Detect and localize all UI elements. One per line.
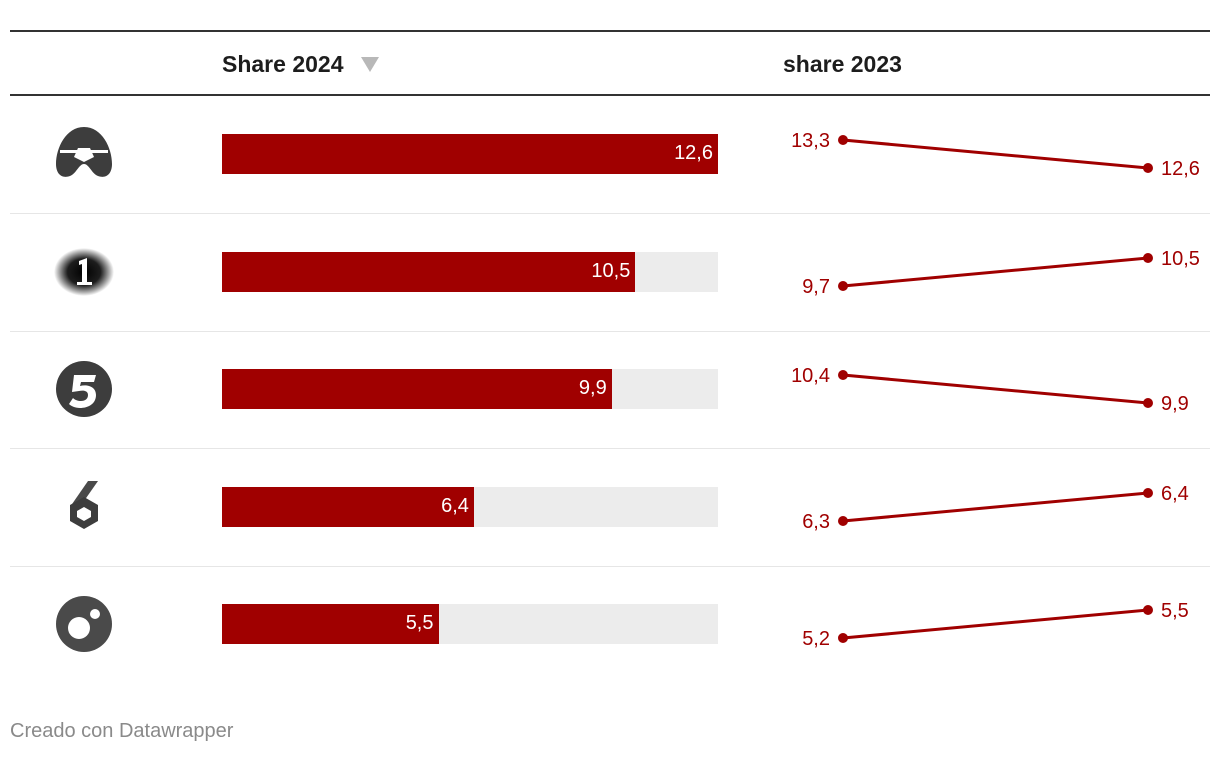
slope-label-2023: 13,3 (791, 130, 830, 152)
bar-share-2024: 10,5 (222, 252, 636, 292)
column-header-share-2023[interactable]: share 2023 (783, 51, 902, 77)
table-row: 6,4 (10, 449, 1210, 567)
bar-share-2024: 9,9 (222, 369, 612, 409)
cuatro-logo-icon (56, 596, 112, 652)
slope-point-2023 (838, 281, 848, 291)
bar-share-2024: 6,4 (222, 487, 474, 527)
datawrapper-credit[interactable]: Creado con Datawrapper (10, 720, 234, 742)
slope-label-2023: 6,3 (802, 511, 830, 533)
table-row: 12,6 (10, 96, 1210, 214)
slope-label-2024: 6,4 (1161, 483, 1189, 505)
slope-label-2023: 9,7 (802, 276, 830, 298)
slope-point-2023 (838, 135, 848, 145)
bar-value-label: 5,5 (405, 612, 434, 634)
top-rule (10, 30, 1210, 32)
bar-value-label: 10,5 (591, 260, 631, 282)
table-row: 10,5 (10, 214, 1210, 332)
table-row: 9,9 (10, 331, 1210, 449)
slope-point-2024 (1143, 163, 1153, 173)
header-rule (10, 94, 1210, 96)
bar-value-label: 6,4 (441, 495, 469, 517)
column-header-share-2024[interactable]: Share 2024 (222, 51, 344, 77)
table-header: Share 2024 share 2023 (10, 32, 1210, 94)
sort-descending-icon[interactable] (361, 57, 379, 72)
bar-track: 10,5 (222, 252, 718, 292)
table-row: 5,5 (10, 566, 1210, 683)
slope-point-2024 (1143, 253, 1153, 263)
slope-line (842, 138, 1149, 170)
la-1-logo-icon (54, 248, 114, 296)
slope-point-2023 (838, 633, 848, 643)
slope-line (842, 491, 1149, 523)
slope-label-2023: 10,4 (791, 365, 830, 387)
la-sexta-logo-icon (70, 481, 98, 529)
slope-label-2024: 5,5 (1161, 600, 1189, 622)
bar-track: 6,4 (222, 487, 718, 527)
slope-point-2023 (838, 516, 848, 526)
slope-label-2024: 9,9 (1161, 393, 1189, 415)
bar-track: 12,6 (222, 134, 718, 174)
slope-label-2023: 5,2 (802, 628, 830, 650)
slope-label-2024: 10,5 (1161, 248, 1200, 270)
slope-line (842, 256, 1149, 288)
bar-track: 5,5 (222, 604, 718, 644)
slope-point-2024 (1143, 488, 1153, 498)
bar-share-2024: 12,6 (222, 134, 718, 174)
bar-value-label: 9,9 (578, 377, 607, 399)
bar-share-2024: 5,5 (222, 604, 439, 644)
slope-line (842, 608, 1149, 640)
telecinco-logo-icon (56, 361, 112, 417)
slope-point-2024 (1143, 605, 1153, 615)
slope-point-2023 (838, 370, 848, 380)
bar-value-label: 12,6 (674, 142, 713, 164)
slope-point-2024 (1143, 398, 1153, 408)
slope-label-2024: 12,6 (1161, 158, 1200, 180)
bar-track: 9,9 (222, 369, 718, 409)
antena-3-logo-icon (56, 127, 112, 177)
slope-line (842, 373, 1149, 405)
